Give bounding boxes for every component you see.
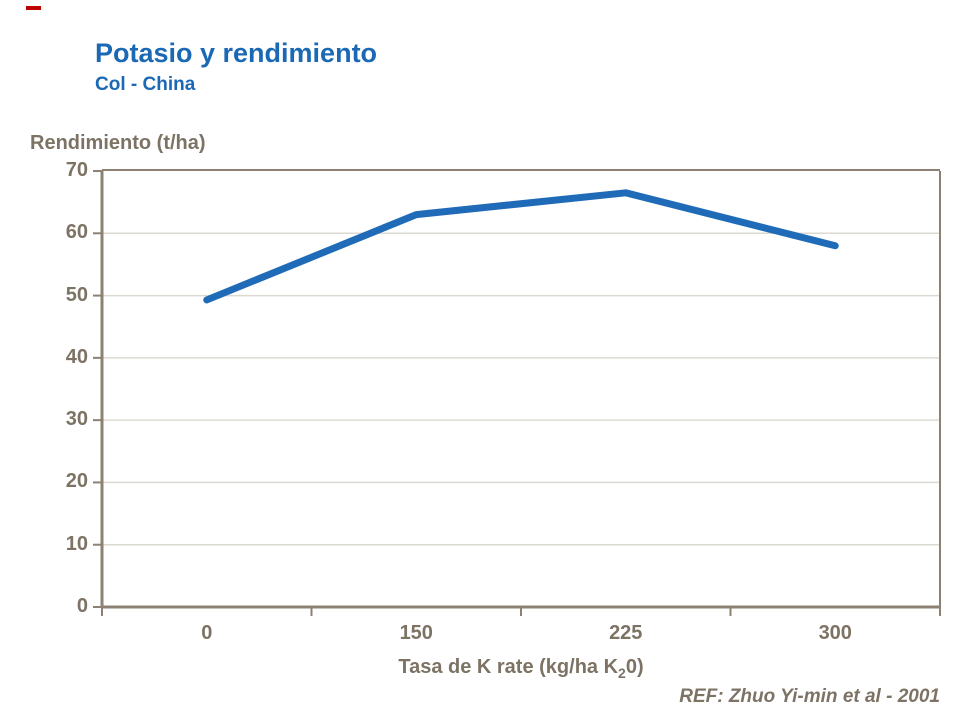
- x-axis-title-pre: Tasa de K rate (kg/ha K: [398, 656, 619, 678]
- y-tick-label: 40: [65, 345, 88, 368]
- y-tick-label: 20: [65, 470, 88, 493]
- y-tick-label: 50: [65, 283, 88, 306]
- chart-title: Potasio y rendimiento: [95, 38, 378, 68]
- y-tick-label: 30: [65, 408, 88, 431]
- y-tick-label: 60: [65, 221, 88, 244]
- x-tick-label: 0: [201, 622, 213, 644]
- y-tick-label: 10: [65, 532, 88, 555]
- y-axis-title: Rendimiento (t/ha): [30, 132, 206, 154]
- x-tick-label: 300: [818, 622, 852, 644]
- reference-credit: REF: Zhuo Yi-min et al - 2001: [679, 686, 940, 707]
- x-tick-label: 150: [399, 622, 433, 644]
- y-tick-label: 70: [65, 159, 88, 181]
- data-series-line: [203, 189, 839, 304]
- y-tick-label: 0: [76, 595, 88, 617]
- x-axis-title-sub: 2: [618, 665, 626, 681]
- x-tick-label: 225: [609, 622, 643, 644]
- red-dash-marker: [26, 6, 41, 10]
- x-axis-title-post: 0): [625, 656, 644, 678]
- x-axis-title: Tasa de K rate (kg/ha K20): [102, 656, 940, 681]
- chart-subtitle: Col - China: [95, 74, 196, 95]
